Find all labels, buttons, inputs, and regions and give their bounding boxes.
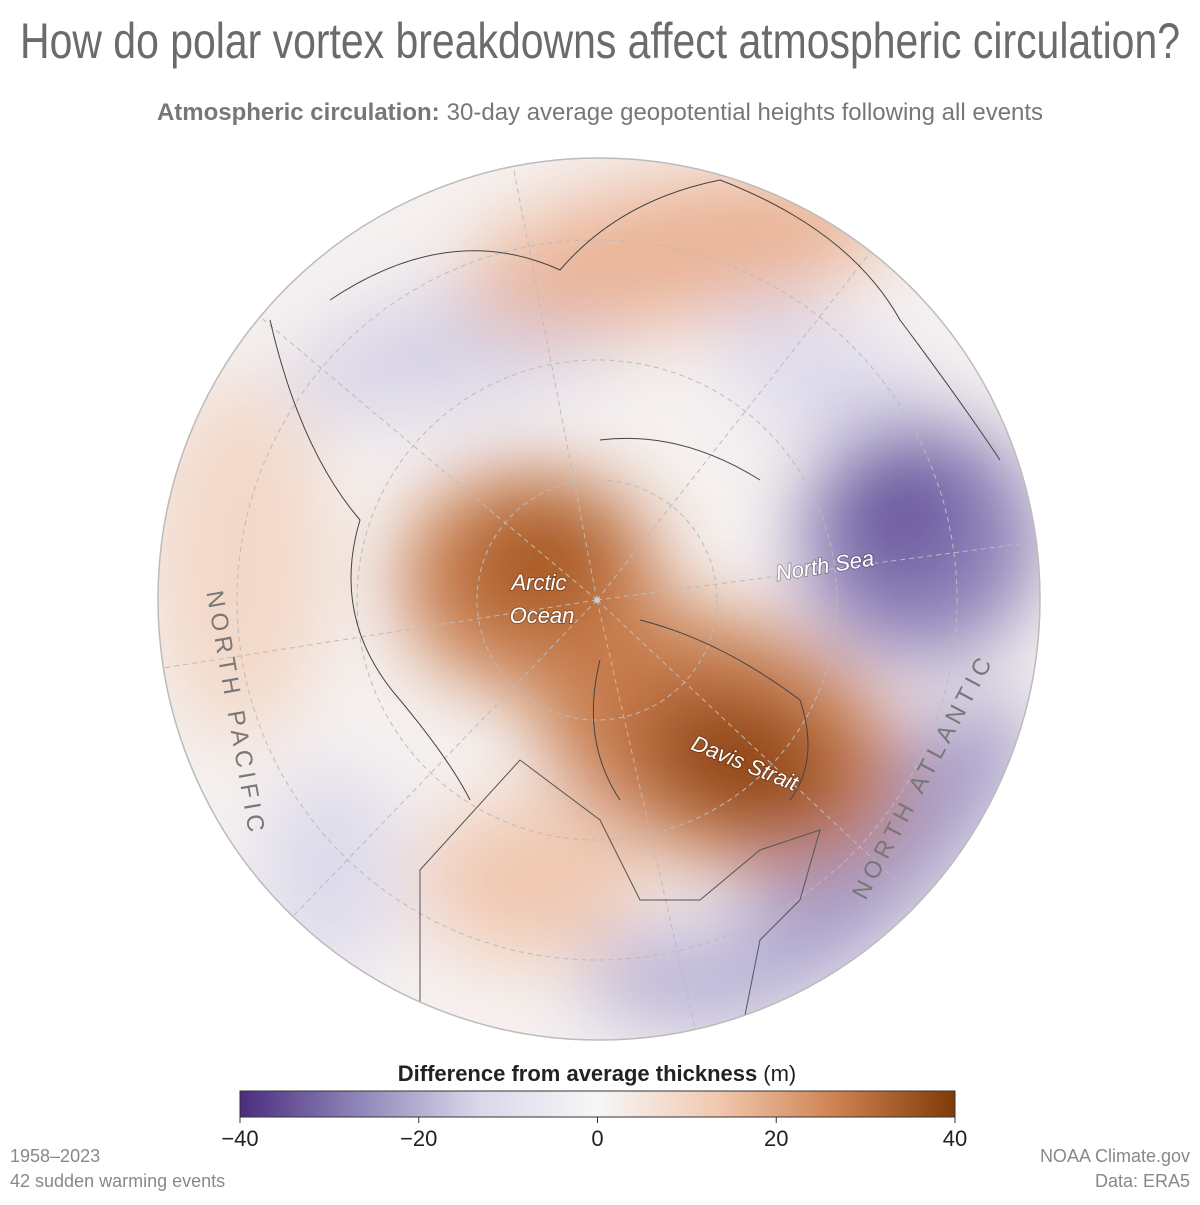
legend-title-bold: Difference from average thickness [398,1061,758,1086]
colorbar-tick-label: −40 [221,1126,258,1151]
footer-data: Data: ERA5 [1095,1171,1190,1191]
label-line: Arctic [509,570,566,595]
colorbar-tick-label: 0 [591,1126,603,1151]
legend: Difference from average thickness (m) −40… [221,1061,967,1151]
arctic-ocean-label: Arctic Ocean [509,570,574,628]
map: Arctic Ocean North Sea Davis Strait NORT… [157,157,1041,1041]
footer-source: NOAA Climate.gov [1040,1146,1190,1166]
legend-title: Difference from average thickness (m) [398,1061,796,1086]
footer-events: 42 sudden warming events [10,1171,225,1191]
subtitle-bold: Atmospheric circulation: [157,99,440,126]
colorbar [239,1090,956,1118]
anomaly-field [158,158,1040,1040]
subtitle: Atmospheric circulation: 30-day average g… [157,99,1043,126]
title: How do polar vortex breakdowns affect at… [20,13,1180,69]
colorbar-tick-label: 40 [943,1126,967,1151]
subtitle-text: 30-day average geopotential heights foll… [447,99,1043,126]
colorbar-tick-label: 20 [764,1126,788,1151]
footer-years: 1958–2023 [10,1146,100,1166]
colorbar-tick-label: −20 [400,1126,437,1151]
legend-unit: (m) [763,1061,796,1086]
label-line: Ocean [510,603,575,628]
